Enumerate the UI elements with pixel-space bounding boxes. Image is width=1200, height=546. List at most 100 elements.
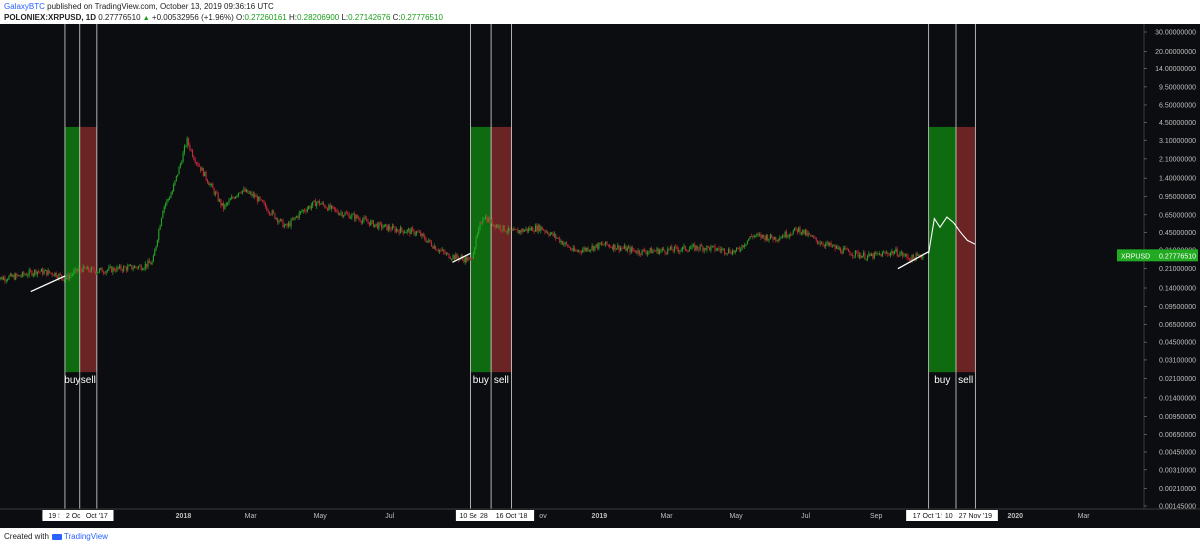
- candle-body: [366, 218, 368, 222]
- created-with-label: Created with: [4, 532, 49, 541]
- candle-body: [675, 246, 677, 248]
- candle-body: [156, 240, 158, 246]
- author-link[interactable]: GalaxyBTC: [4, 2, 45, 11]
- candle-body: [271, 210, 273, 215]
- candle-body: [506, 231, 508, 233]
- candle-body: [885, 252, 887, 254]
- candle-body: [129, 264, 131, 266]
- candle-body: [360, 221, 362, 223]
- candle-body: [756, 233, 758, 236]
- price-chart[interactable]: buy sell buy sell buy sell 30.00000000 20.00000…: [0, 24, 1200, 528]
- candle-body: [405, 232, 407, 233]
- symbol-label: POLONIEX:XRPUSD, 1D: [4, 13, 97, 22]
- candle-body: [768, 238, 770, 241]
- candle-body: [266, 206, 268, 211]
- candle-body: [336, 209, 338, 213]
- candle-body: [264, 203, 266, 207]
- candle-body: [420, 232, 422, 237]
- current-symbol-label: XRPUSD: [1121, 253, 1150, 260]
- candle-body: [833, 245, 835, 247]
- candle-body: [320, 203, 322, 205]
- candle-body: [815, 237, 817, 241]
- price-tick-label: 0.65000000: [1159, 212, 1196, 219]
- candle-body: [730, 252, 732, 255]
- candle-body: [137, 266, 140, 269]
- candle-body: [715, 249, 717, 251]
- candle-body: [379, 222, 381, 224]
- candle-body: [367, 221, 369, 223]
- candle-body: [553, 234, 555, 236]
- candle-body: [578, 250, 580, 252]
- candle-body: [626, 247, 628, 251]
- symbol-line: POLONIEX:XRPUSD, 1D 0.27776510 ▲ +0.0053…: [4, 13, 443, 24]
- candle-body: [254, 194, 256, 198]
- candle-body: [349, 217, 352, 219]
- candle-body: [100, 267, 102, 270]
- candle-body: [845, 248, 847, 250]
- candle-body: [390, 229, 392, 231]
- candle-body: [540, 226, 542, 231]
- candle-body: [826, 242, 828, 244]
- candle-body: [120, 265, 122, 270]
- candle-body: [397, 229, 399, 231]
- tradingview-link[interactable]: TradingView: [63, 532, 108, 541]
- candle-body: [35, 269, 37, 275]
- candle-body: [9, 273, 11, 277]
- candle-body: [430, 242, 433, 247]
- candle-body: [810, 234, 812, 237]
- candle-body: [171, 191, 173, 195]
- trend-line: [897, 251, 929, 270]
- candle-body: [837, 246, 839, 250]
- candle-body: [395, 229, 397, 232]
- candle-body: [889, 252, 892, 256]
- candle-body: [370, 221, 372, 226]
- candle-body: [648, 251, 650, 253]
- candle-body: [90, 267, 92, 272]
- candle-body: [124, 266, 126, 268]
- candle-body: [754, 235, 757, 237]
- candle-body: [683, 245, 685, 247]
- candle-body: [119, 265, 121, 269]
- candle-body: [606, 241, 608, 245]
- sell-zone: [79, 126, 97, 373]
- candle-body: [190, 149, 192, 151]
- candle-body: [173, 184, 175, 192]
- candle-body: [644, 249, 646, 253]
- candle-body: [526, 228, 528, 232]
- candle-body: [502, 225, 504, 231]
- candle-body: [534, 225, 536, 232]
- candle-body: [232, 197, 234, 198]
- chart-svg[interactable]: buy sell buy sell buy sell30.0000000020.00000…: [0, 24, 1200, 528]
- candle-body: [66, 274, 68, 279]
- candle-body: [883, 252, 885, 254]
- candle-body: [818, 243, 820, 244]
- candle-body: [533, 231, 535, 233]
- candle-body: [210, 184, 212, 185]
- price-tick-label: 6.50000000: [1159, 102, 1196, 109]
- candle-body: [0, 277, 2, 279]
- candle-body: [112, 267, 114, 273]
- high-value: 0.28206900: [296, 13, 340, 22]
- candle-body: [406, 229, 408, 233]
- candle-body: [20, 276, 22, 277]
- candle-body: [785, 231, 788, 237]
- candle-body: [580, 251, 582, 253]
- candle-body: [709, 246, 711, 251]
- candle-body: [784, 231, 786, 238]
- candle-body: [200, 166, 202, 171]
- candle-body: [760, 234, 762, 238]
- candle-body: [362, 219, 364, 223]
- candle-body: [197, 163, 199, 166]
- candle-body: [445, 253, 447, 255]
- candle-body: [110, 266, 113, 273]
- candle-body: [247, 189, 249, 194]
- candle-body: [167, 198, 169, 200]
- trend-line: [30, 275, 66, 293]
- candle-body: [78, 267, 80, 270]
- candle-body: [557, 237, 559, 239]
- candle-body: [285, 224, 287, 226]
- candle-body: [660, 249, 662, 251]
- candle-body: [902, 252, 904, 257]
- candle-body: [38, 271, 40, 273]
- candle-body: [259, 196, 261, 200]
